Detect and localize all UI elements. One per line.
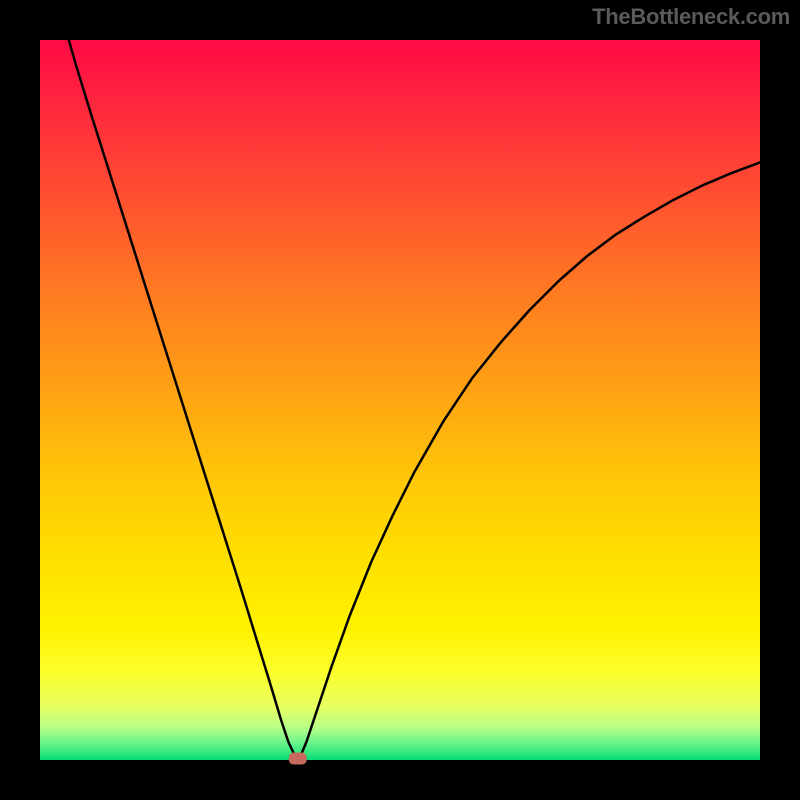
- plot-area: [40, 40, 760, 760]
- chart-svg: [0, 0, 800, 800]
- bottleneck-chart: TheBottleneck.com: [0, 0, 800, 800]
- minimum-marker: [289, 753, 307, 765]
- watermark-text: TheBottleneck.com: [592, 4, 790, 30]
